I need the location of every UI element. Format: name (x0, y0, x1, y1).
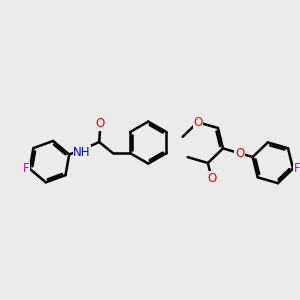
Text: NH: NH (73, 146, 91, 159)
Text: F: F (293, 162, 300, 175)
Text: O: O (207, 172, 216, 185)
Text: O: O (193, 116, 203, 129)
Text: F: F (23, 162, 29, 175)
Text: O: O (235, 147, 244, 160)
Text: O: O (96, 117, 105, 130)
